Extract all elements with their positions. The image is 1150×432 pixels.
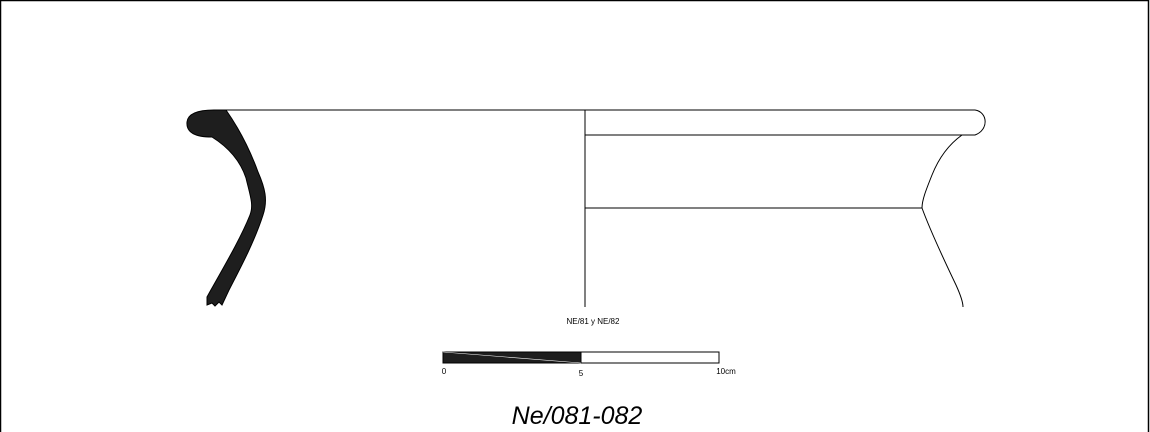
exterior-outline (921, 134, 964, 308)
scale-tick-10cm: 10cm (716, 367, 736, 376)
scale-bar-white-segment (580, 351, 720, 364)
vessel-section-profile (186, 109, 266, 307)
specimen-label: NE/81 y NE/82 (567, 317, 620, 326)
catalog-number: Ne/081-082 (512, 402, 643, 430)
scale-bar-diagonal (442, 351, 582, 364)
exterior-rim-band (585, 109, 986, 136)
scale-tick-0: 0 (442, 367, 447, 376)
scale-bar: 0 5 10cm (442, 351, 736, 378)
scale-tick-5: 5 (579, 369, 584, 378)
